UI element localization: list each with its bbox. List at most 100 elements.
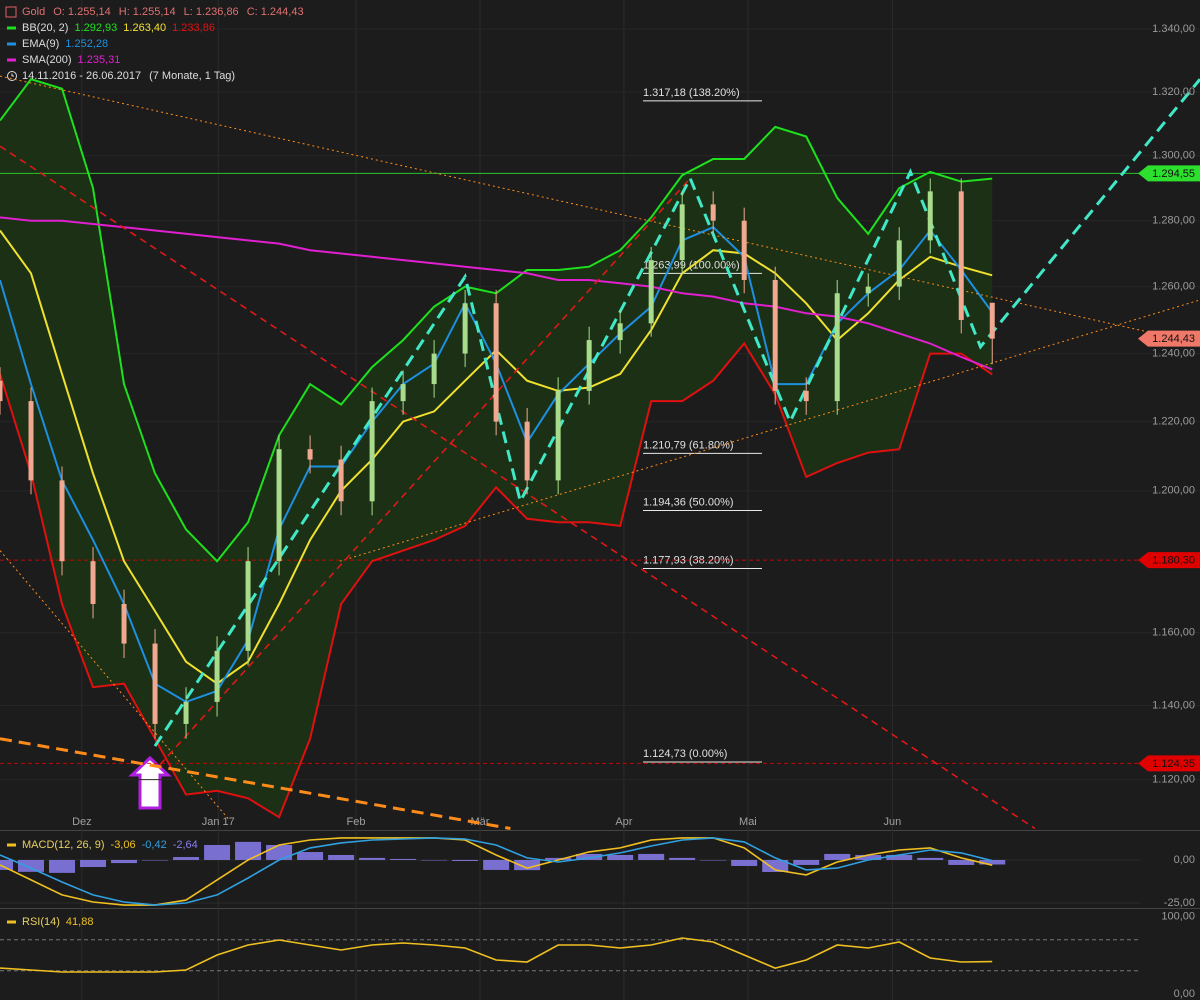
histogram-bar bbox=[607, 854, 634, 860]
price-tag bbox=[1138, 755, 1200, 772]
price-tag-label: 1.180,30 bbox=[1152, 555, 1195, 567]
histogram-bar bbox=[700, 859, 727, 861]
candle-body bbox=[524, 421, 530, 481]
trendline bbox=[0, 737, 511, 830]
candle-body bbox=[834, 293, 840, 402]
legend-text: Gold bbox=[22, 6, 45, 18]
candle-body bbox=[555, 390, 561, 481]
candle-body bbox=[989, 302, 995, 339]
y-tick-label: 1.160,00 bbox=[1152, 627, 1195, 639]
legend-text: C: 1.244,43 bbox=[247, 6, 304, 18]
y-tick-label: 1.260,00 bbox=[1152, 281, 1195, 293]
candle-body bbox=[245, 561, 251, 651]
legend-entry: 14.11.2016 - 26.06.2017 (7 Monate, 1 Tag) bbox=[22, 70, 235, 82]
candle-body bbox=[710, 204, 716, 221]
candle-body bbox=[741, 220, 747, 280]
histogram-bar bbox=[204, 844, 231, 860]
histogram-bar bbox=[576, 853, 603, 860]
indicator-line bbox=[0, 216, 993, 371]
candle-body bbox=[648, 260, 654, 324]
histogram-bar bbox=[80, 859, 107, 868]
candle-body bbox=[400, 384, 406, 402]
histogram-bar bbox=[18, 859, 45, 872]
legend-text: BB(20, 2) bbox=[22, 22, 68, 34]
histogram-bar bbox=[49, 859, 76, 873]
x-tick-label: Mär bbox=[471, 816, 490, 828]
fib-label: 1.194,36 (50.00%) bbox=[643, 496, 734, 508]
histogram-bar bbox=[545, 857, 572, 860]
histogram-bar bbox=[359, 857, 386, 860]
histogram-bar bbox=[266, 844, 293, 860]
x-tick-label: Feb bbox=[346, 816, 365, 828]
legend-text: SMA(200) bbox=[22, 54, 72, 66]
histogram-bar bbox=[948, 859, 975, 865]
histogram-bar bbox=[824, 853, 851, 860]
legend-text: O: 1.255,14 bbox=[53, 6, 111, 18]
histogram-bar bbox=[886, 854, 913, 860]
macd-line bbox=[0, 837, 993, 906]
indicator-line bbox=[0, 341, 993, 819]
legend-entry: SMA(200) 1.235,31 bbox=[22, 54, 120, 66]
legend-text: RSI(14) bbox=[22, 916, 60, 928]
arrow-marker bbox=[128, 755, 172, 810]
y-tick-label: 1.280,00 bbox=[1152, 215, 1195, 227]
candle-body bbox=[586, 340, 592, 391]
candle-body bbox=[307, 449, 313, 460]
histogram-bar bbox=[855, 854, 882, 860]
histogram-bar bbox=[390, 858, 417, 860]
candle-body bbox=[28, 401, 34, 481]
y-tick-label: 1.300,00 bbox=[1152, 150, 1195, 162]
legend-text: H: 1.255,14 bbox=[119, 6, 176, 18]
legend-text: -0,42 bbox=[142, 839, 167, 851]
fib-label: 1.317,18 (138.20%) bbox=[643, 87, 740, 99]
histogram-bar bbox=[514, 859, 541, 871]
candle-body bbox=[927, 191, 933, 241]
candle-body bbox=[183, 701, 189, 724]
y-tick-label: 1.240,00 bbox=[1152, 347, 1195, 359]
x-tick-label: Dez bbox=[72, 816, 92, 828]
histogram-bar bbox=[421, 859, 448, 861]
histogram-bar bbox=[731, 859, 758, 866]
y-tick-label: 1.340,00 bbox=[1152, 23, 1195, 35]
legend-text: 41,88 bbox=[66, 916, 94, 928]
legend-text: -3,06 bbox=[111, 839, 136, 851]
y-tick-label: 0,00 bbox=[1174, 854, 1195, 866]
histogram-bar bbox=[297, 852, 324, 860]
y-tick-label: 100,00 bbox=[1161, 910, 1195, 922]
fib-label: 1.124,73 (0.00%) bbox=[643, 748, 727, 760]
candle-body bbox=[679, 204, 685, 261]
histogram-bar bbox=[638, 853, 665, 860]
candle-body bbox=[493, 303, 499, 422]
histogram-bar bbox=[762, 859, 789, 873]
legend-text: MACD(12, 26, 9) bbox=[22, 839, 105, 851]
x-tick-label: Jan 17 bbox=[202, 816, 235, 828]
legend-entry: EMA(9) 1.252,28 bbox=[22, 38, 108, 50]
legend-text: 1.233,86 bbox=[172, 22, 215, 34]
histogram-bar bbox=[917, 857, 944, 860]
legend-text: 1.235,31 bbox=[78, 54, 121, 66]
price-tag-label: 1.124,35 bbox=[1152, 758, 1195, 770]
legend-entry: RSI(14) 41,88 bbox=[22, 916, 93, 928]
legend-text: 14.11.2016 - 26.06.2017 bbox=[22, 70, 141, 82]
candle-body bbox=[803, 390, 809, 402]
y-tick-label: 0,00 bbox=[1174, 988, 1195, 1000]
candle-body bbox=[90, 561, 96, 604]
y-tick-label: 1.140,00 bbox=[1152, 699, 1195, 711]
rsi-line bbox=[0, 937, 993, 973]
x-tick-label: Apr bbox=[615, 816, 632, 828]
candle-body bbox=[214, 650, 220, 702]
candle-body bbox=[369, 401, 375, 502]
legend-entry: MACD(12, 26, 9) -3,06 -0,42 -2,64 bbox=[22, 839, 198, 851]
legend-text: 1.292,93 bbox=[74, 22, 117, 34]
candle-body bbox=[462, 303, 468, 354]
price-tag bbox=[1138, 165, 1200, 182]
histogram-bar bbox=[979, 859, 1006, 865]
x-tick-label: Jun bbox=[884, 816, 902, 828]
legend-text: (7 Monate, 1 Tag) bbox=[149, 70, 235, 82]
candle-body bbox=[152, 643, 158, 724]
y-tick-label: 1.200,00 bbox=[1152, 485, 1195, 497]
price-tag-label: 1.294,55 bbox=[1152, 168, 1195, 180]
trendline bbox=[0, 145, 1036, 830]
x-tick-label: Mai bbox=[739, 816, 757, 828]
